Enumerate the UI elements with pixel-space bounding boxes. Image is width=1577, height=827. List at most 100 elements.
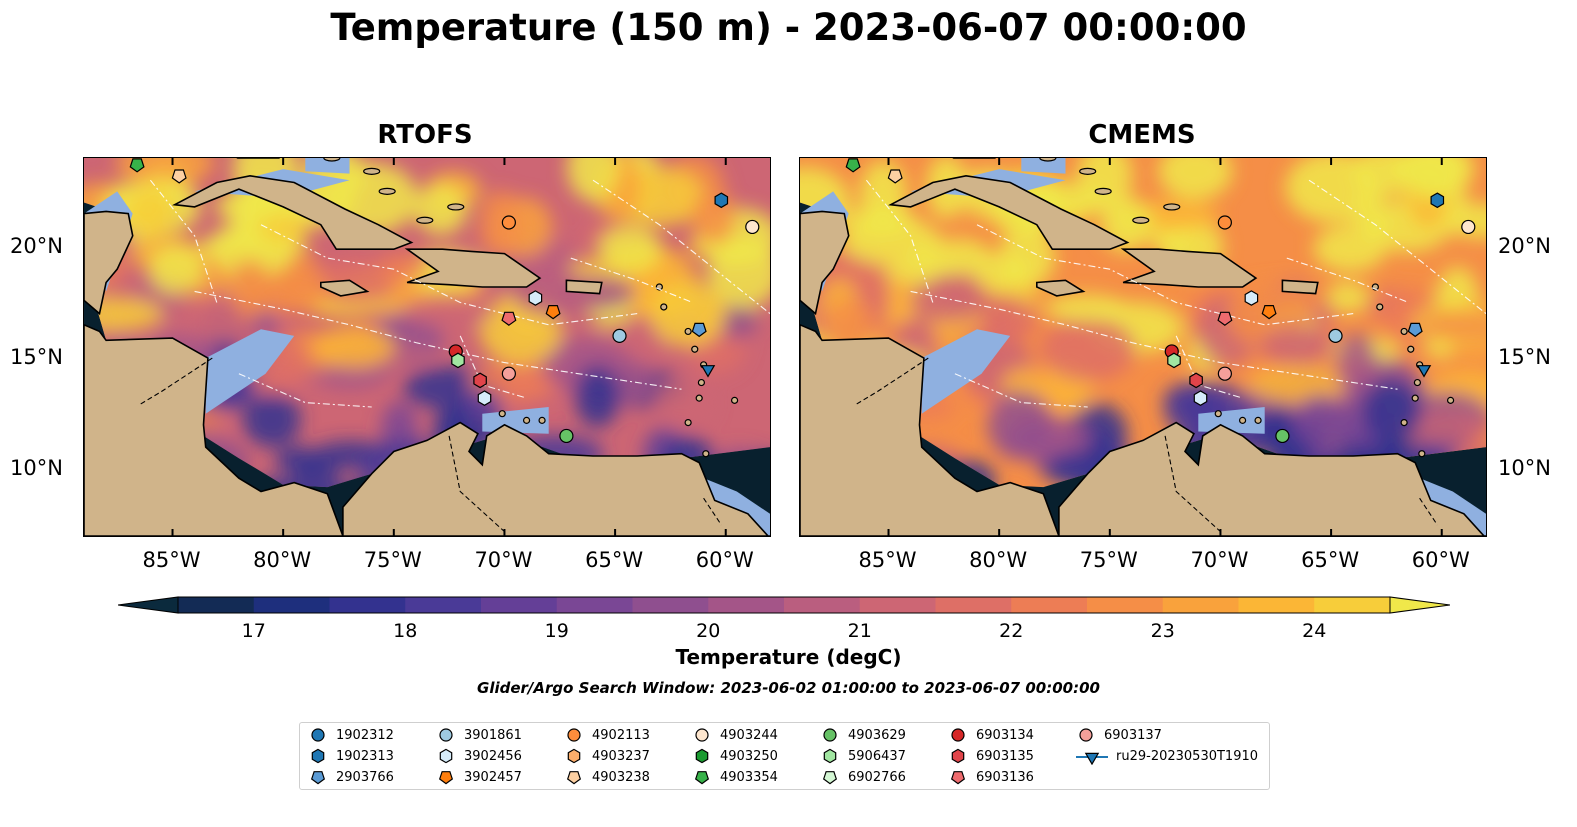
colorbar-tick-label: 18 bbox=[393, 620, 418, 642]
legend-float-icon[interactable] bbox=[823, 728, 837, 742]
legend-label: 4903354 bbox=[720, 769, 778, 785]
legend-float-icon[interactable] bbox=[694, 771, 710, 785]
legend-float-icon[interactable] bbox=[439, 748, 453, 764]
float-marker-ru29-20230530T1910[interactable] bbox=[700, 365, 716, 378]
float-marker-3902457[interactable] bbox=[1261, 305, 1277, 320]
colorbar-segment bbox=[178, 597, 255, 613]
legend-marker-icon bbox=[438, 771, 454, 785]
panel-title-rtofs: RTOFS bbox=[377, 120, 473, 150]
legend-marker-icon bbox=[822, 771, 838, 785]
float-marker-4903629[interactable] bbox=[1275, 428, 1290, 444]
float-marker-2903766[interactable] bbox=[1407, 322, 1423, 338]
legend-marker-icon bbox=[1079, 728, 1093, 742]
float-marker-2903766[interactable] bbox=[691, 322, 707, 338]
legend-float-icon[interactable] bbox=[822, 771, 838, 785]
legend-label: 3902456 bbox=[464, 748, 522, 764]
float-marker-6903136[interactable] bbox=[1217, 311, 1233, 326]
legend-float-icon[interactable] bbox=[1079, 728, 1093, 742]
float-marker-1902313[interactable] bbox=[1430, 192, 1445, 209]
island bbox=[522, 416, 531, 424]
legend: 1902312 1902313 2903766 3901861 3902456 39024… bbox=[299, 722, 1270, 790]
legend-marker-icon bbox=[695, 748, 709, 764]
legend-float-icon[interactable] bbox=[566, 771, 582, 785]
float-marker-3902457[interactable] bbox=[545, 305, 561, 320]
float-marker-3902456[interactable] bbox=[1193, 390, 1208, 406]
float-marker-6903135[interactable] bbox=[1189, 372, 1203, 389]
float-marker-6903137[interactable] bbox=[1217, 366, 1232, 381]
island bbox=[538, 416, 546, 424]
legend-float-icon[interactable] bbox=[951, 748, 965, 764]
float-marker-5906437[interactable] bbox=[451, 352, 465, 369]
float-marker-6903135[interactable] bbox=[473, 372, 487, 389]
legend-float-icon[interactable] bbox=[823, 748, 837, 764]
float-marker-3902456[interactable] bbox=[528, 290, 543, 306]
central-america-land bbox=[84, 323, 344, 536]
float-marker-4903244[interactable] bbox=[745, 219, 760, 235]
legend-marker-icon bbox=[823, 748, 837, 764]
float-marker-4903629[interactable] bbox=[559, 428, 574, 444]
colorbar-tick-label: 21 bbox=[847, 620, 872, 642]
legend-float-icon[interactable] bbox=[950, 771, 966, 785]
float-marker-4903244[interactable] bbox=[1461, 219, 1476, 235]
float-marker-6903136[interactable] bbox=[501, 311, 517, 326]
float-marker-4903238[interactable] bbox=[887, 169, 903, 184]
island bbox=[1214, 410, 1222, 418]
island bbox=[695, 394, 703, 402]
legend-item: 6903134 bbox=[948, 725, 1034, 745]
lon-label: 85°W bbox=[858, 548, 917, 572]
lon-label: 80°W bbox=[969, 548, 1028, 572]
legend-marker-icon bbox=[823, 728, 837, 742]
island bbox=[1376, 303, 1384, 311]
island bbox=[378, 187, 396, 195]
legend-float-icon[interactable] bbox=[311, 728, 325, 742]
shelf-area bbox=[921, 329, 1011, 414]
colorbar-label: Temperature (degC) bbox=[675, 645, 902, 669]
map-panel-cmems[interactable] bbox=[799, 157, 1487, 537]
country-border bbox=[855, 357, 929, 406]
colorbar-segment bbox=[1162, 597, 1239, 613]
float-marker-3901861[interactable] bbox=[1328, 328, 1343, 343]
legend-item: 3902456 bbox=[436, 746, 522, 766]
map-panel-rtofs[interactable] bbox=[83, 157, 771, 537]
legend-item: ru29-20230530T1910 bbox=[1076, 746, 1258, 766]
float-marker-1902313[interactable] bbox=[714, 192, 729, 209]
float-marker-4902113[interactable] bbox=[1217, 215, 1232, 230]
hispaniola-land bbox=[404, 248, 542, 288]
legend-label: 4903237 bbox=[592, 748, 650, 764]
legend-float-icon[interactable] bbox=[567, 728, 581, 742]
legend-float-icon[interactable] bbox=[438, 771, 454, 785]
cuba-land bbox=[172, 174, 414, 250]
eez-boundary bbox=[149, 179, 218, 303]
float-marker-3902456[interactable] bbox=[477, 390, 492, 406]
legend-glider-icon[interactable] bbox=[1084, 752, 1100, 765]
float-marker-4903354[interactable] bbox=[845, 158, 861, 173]
island bbox=[684, 327, 692, 336]
float-marker-3902456[interactable] bbox=[1244, 290, 1259, 306]
float-marker-ru29-20230530T1910[interactable] bbox=[1416, 365, 1432, 378]
legend-float-icon[interactable] bbox=[695, 748, 709, 764]
legend-float-icon[interactable] bbox=[311, 748, 325, 764]
float-marker-3901861[interactable] bbox=[612, 328, 627, 343]
legend-float-icon[interactable] bbox=[951, 728, 965, 742]
island bbox=[1400, 327, 1408, 336]
lat-label-right: 20°N bbox=[1498, 233, 1551, 258]
legend-float-icon[interactable] bbox=[439, 728, 453, 742]
legend-label: 1902312 bbox=[336, 727, 394, 743]
legend-label: 3902457 bbox=[464, 769, 522, 785]
legend-item: 6902766 bbox=[820, 767, 906, 787]
float-marker-4902113[interactable] bbox=[501, 215, 516, 230]
legend-float-icon[interactable] bbox=[310, 771, 326, 785]
colorbar-tick-label: 17 bbox=[241, 620, 266, 642]
legend-marker-icon bbox=[439, 728, 453, 742]
float-marker-6903137[interactable] bbox=[501, 366, 516, 381]
float-marker-4903354[interactable] bbox=[129, 158, 145, 173]
island bbox=[660, 303, 668, 311]
float-marker-5906437[interactable] bbox=[1167, 352, 1181, 369]
legend-item: 1902312 bbox=[308, 725, 394, 745]
legend-float-icon[interactable] bbox=[567, 748, 581, 764]
legend-label: 6903134 bbox=[976, 727, 1034, 743]
legend-float-icon[interactable] bbox=[695, 728, 709, 742]
legend-item: 4903237 bbox=[564, 746, 650, 766]
float-marker-4903238[interactable] bbox=[171, 169, 187, 184]
colorbar-tick-label: 23 bbox=[1150, 620, 1175, 642]
